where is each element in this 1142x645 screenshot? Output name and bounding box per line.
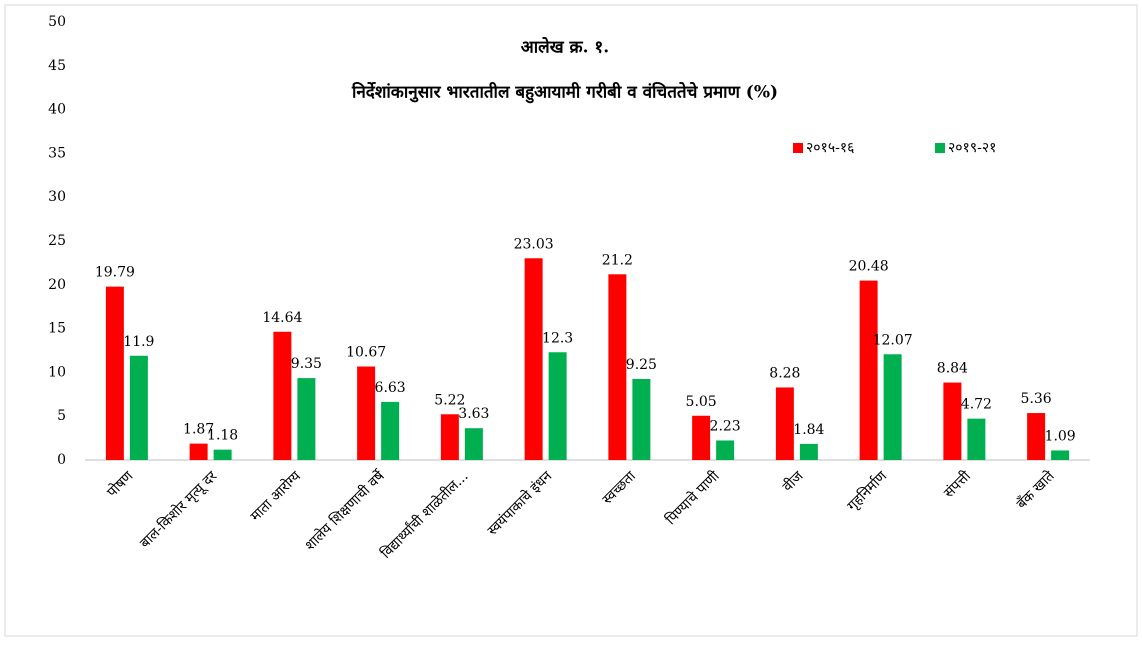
data-label: 3.63 xyxy=(458,406,489,422)
legend-swatch xyxy=(935,143,945,153)
y-tick-label: 45 xyxy=(48,58,66,74)
bar xyxy=(883,354,902,460)
y-tick-label: 50 xyxy=(48,14,66,30)
bar xyxy=(440,414,459,460)
data-label: 6.63 xyxy=(375,380,406,396)
data-label: 5.36 xyxy=(1021,391,1052,407)
data-label: 5.22 xyxy=(434,392,465,408)
data-label: 5.05 xyxy=(686,394,717,410)
data-label: 14.64 xyxy=(262,310,302,326)
chart-title: आलेख क्र. १. xyxy=(521,37,609,58)
bar xyxy=(105,286,124,460)
y-tick-label: 30 xyxy=(48,189,66,205)
bar xyxy=(357,366,376,460)
data-label: 23.03 xyxy=(514,236,554,252)
bar xyxy=(297,378,316,460)
bar xyxy=(464,428,483,460)
data-label: 1.09 xyxy=(1045,428,1076,444)
bar xyxy=(524,258,543,460)
legend-label: २०१९-२१ xyxy=(948,140,996,156)
y-tick-label: 40 xyxy=(48,102,66,118)
data-label: 9.25 xyxy=(626,357,657,373)
legend-label: २०१५-१६ xyxy=(806,140,854,156)
data-label: 8.84 xyxy=(937,361,968,377)
chart-border xyxy=(4,4,1138,637)
y-tick-label: 0 xyxy=(57,452,66,468)
bar xyxy=(1051,450,1070,460)
bar xyxy=(189,443,208,460)
data-label: 11.9 xyxy=(123,334,154,350)
data-label: 19.79 xyxy=(95,265,135,281)
bar xyxy=(608,274,627,460)
bar xyxy=(799,443,818,460)
data-label: 12.07 xyxy=(873,332,913,348)
data-label: 1.18 xyxy=(207,428,238,444)
bar xyxy=(716,440,735,460)
y-tick-label: 15 xyxy=(48,321,66,337)
y-tick-label: 35 xyxy=(48,145,66,161)
bar xyxy=(967,418,986,460)
bar xyxy=(129,355,148,460)
data-label: 1.87 xyxy=(183,422,214,438)
data-label: 12.3 xyxy=(542,330,573,346)
data-label: 1.84 xyxy=(793,422,824,438)
bar xyxy=(1027,413,1046,460)
bar xyxy=(273,331,292,460)
chart-subtitle: निर्देशांकानुसार भारतातील बहुआयामी गरीबी… xyxy=(351,82,778,104)
bar xyxy=(632,378,651,460)
bar xyxy=(213,449,232,460)
data-label: 20.48 xyxy=(849,259,889,275)
data-label: 8.28 xyxy=(769,365,800,381)
bar xyxy=(775,387,794,460)
bar xyxy=(381,401,400,460)
y-tick-label: 20 xyxy=(48,277,66,293)
data-label: 10.67 xyxy=(346,345,386,361)
y-tick-label: 10 xyxy=(48,364,66,380)
y-tick-label: 5 xyxy=(57,408,66,424)
bar xyxy=(548,352,567,460)
data-label: 9.35 xyxy=(291,356,322,372)
y-tick-label: 25 xyxy=(48,233,66,249)
data-label: 2.23 xyxy=(710,418,741,434)
bar xyxy=(943,382,962,460)
data-label: 21.2 xyxy=(602,252,633,268)
data-label: 4.72 xyxy=(961,397,992,413)
legend-swatch xyxy=(793,143,803,153)
bar xyxy=(859,280,878,460)
bar xyxy=(692,415,711,460)
